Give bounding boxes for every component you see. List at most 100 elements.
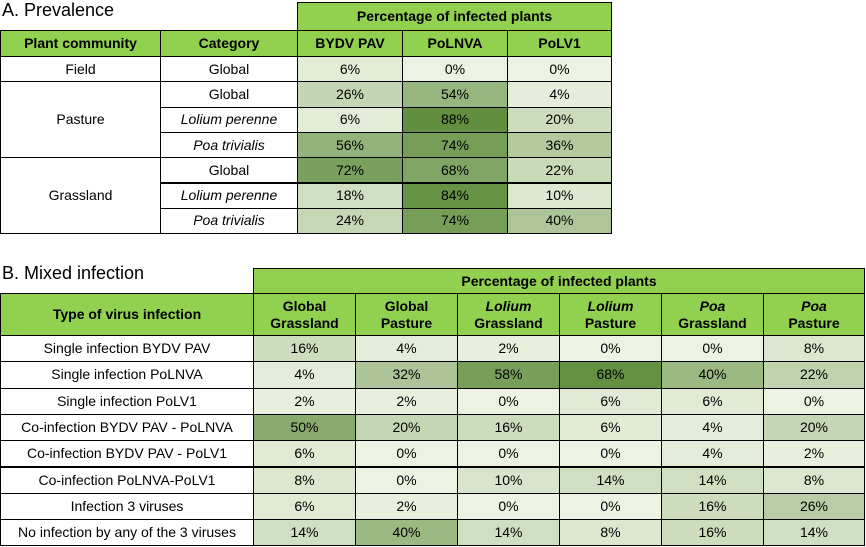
value-cell: 16% (457, 413, 560, 442)
value-cell: 16% (253, 335, 356, 363)
text: 8% (803, 471, 825, 488)
text: Grassland (48, 187, 113, 204)
text: Pasture (788, 314, 840, 331)
value-cell: 14% (253, 519, 356, 547)
text: 32% (392, 366, 421, 383)
text: 20% (392, 419, 421, 436)
category: Poa trivialis (160, 207, 298, 235)
text: 14% (596, 471, 625, 488)
text: Single infection BYDV PAV (43, 340, 211, 357)
text: 40% (698, 366, 727, 383)
text: 4% (702, 419, 723, 436)
row-label: Infection 3 viruses (0, 492, 254, 521)
value-cell: 6% (661, 387, 764, 415)
value-cell: 26% (297, 81, 403, 108)
row-label: Co-infection PoLNVA-PoLV1 (0, 466, 254, 494)
text: 10% (494, 471, 523, 488)
text: 2% (294, 392, 315, 409)
row-header: Type of virus infection (0, 293, 254, 336)
text: Lolium (485, 297, 532, 314)
value-cell: 2% (355, 492, 458, 521)
value-cell: 0% (507, 56, 612, 83)
value-cell: 36% (507, 131, 612, 159)
text: PoLNVA (427, 35, 483, 51)
text: Global (208, 161, 250, 178)
category: Poa trivialis (160, 131, 298, 159)
text: Percentage of infected plants (461, 272, 657, 289)
value-cell: 6% (559, 387, 662, 415)
text: Percentage of infected plants (356, 8, 553, 24)
text: Single infection PoLNVA (51, 366, 203, 383)
text: Grassland (270, 314, 339, 331)
text: 2% (803, 445, 825, 462)
column-header: Global Grassland (253, 293, 356, 336)
value-cell: 8% (763, 466, 865, 494)
text: 8% (600, 524, 621, 541)
text: 0% (600, 497, 621, 514)
row-label: Single infection PoLV1 (0, 387, 254, 415)
value-cell: 0% (559, 440, 662, 468)
column-header: Poa Grassland (661, 293, 764, 336)
row-label: Co-infection BYDV PAV - PoLNVA (0, 413, 254, 442)
column-header: Global Pasture (355, 293, 458, 336)
section-title: B. Mixed infection (2, 263, 145, 283)
column-header: Plant community (0, 30, 161, 57)
value-cell: 8% (559, 519, 662, 547)
value-cell: 22% (763, 361, 865, 389)
text: Lolium perenne (180, 111, 278, 128)
text: 10% (545, 187, 574, 204)
text: 16% (290, 340, 319, 357)
text: Pasture (56, 111, 105, 128)
text: 4% (396, 340, 417, 357)
text: 6% (600, 419, 621, 436)
value-cell: 2% (763, 440, 865, 468)
value-cell: 16% (661, 519, 764, 547)
column-header: Lolium Grassland (457, 293, 560, 336)
text: 2% (498, 340, 519, 357)
value-cell: 68% (402, 157, 508, 184)
text: Poa (801, 297, 827, 314)
value-cell: 8% (763, 335, 865, 363)
text: 0% (444, 60, 466, 77)
text: Co-infection PoLNVA-PoLV1 (38, 471, 216, 488)
community: Field (0, 56, 161, 83)
value-cell: 6% (253, 440, 356, 468)
value-cell: 4% (253, 361, 356, 389)
value-cell: 20% (507, 106, 612, 133)
community: Pasture (0, 81, 161, 159)
text: 24% (335, 212, 365, 229)
value-cell: 0% (763, 387, 865, 415)
value-cell: 0% (559, 492, 662, 521)
value-cell: 16% (661, 492, 764, 521)
text: Infection 3 viruses (70, 497, 184, 514)
value-cell: 54% (402, 81, 508, 108)
category: Lolium perenne (160, 106, 298, 133)
value-cell: 2% (253, 387, 356, 415)
text: 20% (545, 111, 574, 128)
text: 4% (549, 85, 570, 102)
text: 0% (498, 392, 519, 409)
text: 18% (335, 187, 365, 204)
row-label: Single infection BYDV PAV (0, 335, 254, 363)
text: 14% (799, 524, 829, 541)
text: Poa trivialis (193, 212, 265, 229)
text: 4% (702, 445, 723, 462)
text: Co-infection BYDV PAV - PoLV1 (27, 445, 227, 462)
text: Global (282, 297, 327, 314)
text: Single infection PoLV1 (57, 392, 197, 409)
text: 74% (440, 212, 470, 229)
column-header: PoLNVA (402, 30, 508, 57)
text: Global (208, 60, 250, 77)
column-header: BYDV PAV (297, 30, 403, 57)
row-label: Co-infection BYDV PAV - PoLV1 (0, 440, 254, 468)
text: 0% (600, 445, 621, 462)
text: BYDV PAV (315, 35, 385, 51)
text: 26% (335, 85, 365, 102)
value-cell: 20% (355, 413, 458, 442)
text: 16% (698, 524, 727, 541)
text: 0% (803, 392, 825, 409)
value-cell: 10% (457, 466, 560, 494)
value-cell: 24% (297, 207, 403, 235)
text: 16% (698, 497, 727, 514)
